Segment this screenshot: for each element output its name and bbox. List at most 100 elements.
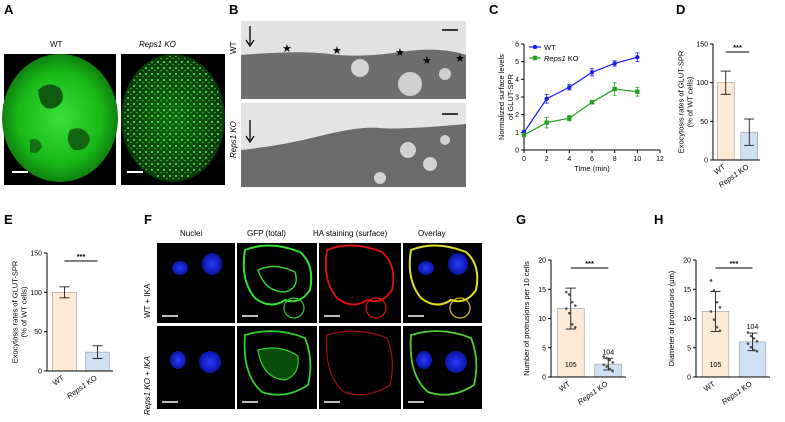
panel-b-star: ★ <box>422 55 432 67</box>
chart-c-point <box>612 61 617 66</box>
panel-f-col-gfp: GFP (total) <box>247 229 286 238</box>
chart-c-point <box>521 132 527 138</box>
chart-h-data-point <box>746 342 750 345</box>
panel-a-wt-dark-patch <box>30 138 42 154</box>
chart-g-data-point <box>570 323 574 326</box>
chart-g-data-point <box>573 304 577 307</box>
chart-c-x-tick-label: 12 <box>656 156 664 163</box>
chart-h-category-label: WT <box>702 379 717 393</box>
panel-letter-a: A <box>4 2 14 17</box>
chart-h-category-label: Reps1 KO <box>720 379 754 406</box>
chart-c-point <box>567 85 572 90</box>
chart-g-data-point <box>611 361 615 364</box>
panel-f-cell-outline <box>409 330 478 396</box>
panel-letter-d: D <box>676 2 686 17</box>
panel-b-ko-vesicle <box>423 157 437 171</box>
chart-g-data-point <box>570 300 574 304</box>
chart-g-data-point <box>611 369 615 373</box>
chart-d-y-tick-label: 100 <box>696 80 708 87</box>
chart-g-data-point <box>573 325 577 329</box>
chart-e-y-label: (% of WT cells) <box>20 286 29 337</box>
chart-h-data-point <box>752 337 756 340</box>
panel-f-cell-outline <box>243 330 312 396</box>
chart-h-y-tick-label: 20 <box>683 258 691 265</box>
chart-c-legend-marker <box>532 44 538 50</box>
panel-b-wt-vesicle <box>439 68 451 80</box>
chart-e-y-tick-label: 50 <box>34 329 42 336</box>
chart-c-y-tick-label: 4 <box>515 77 519 84</box>
chart-g-data-point <box>602 363 606 367</box>
chart-g-data-point <box>608 367 612 371</box>
panel-f-nucleus <box>448 253 468 275</box>
panel-b-ko-vesicle <box>440 135 450 145</box>
chart-h-data-point <box>718 306 722 309</box>
chart-h-data-point <box>746 331 750 334</box>
chart-g-y-tick-label: 20 <box>538 258 546 265</box>
chart-e-significance-label: *** <box>77 252 86 261</box>
panel-f-nucleus <box>170 351 186 369</box>
chart-h-significance-label: *** <box>730 259 739 268</box>
panel-f-col-nuclei: Nuclei <box>180 229 203 238</box>
chart-c-x-tick-label: 2 <box>545 156 549 163</box>
chart-c-y-label: Normalized surface levels <box>497 54 506 140</box>
chart-d-y-tick-label: 50 <box>700 119 708 126</box>
chart-c-point <box>612 86 617 92</box>
panel-f-nucleus <box>416 351 432 369</box>
chart-c-x-tick-label: 0 <box>522 156 526 163</box>
chart-g-data-point <box>605 356 609 360</box>
chart-d-significance-label: *** <box>733 43 742 52</box>
chart-h-y-tick-label: 0 <box>687 375 691 382</box>
chart-g-y-tick-label: 10 <box>538 316 546 323</box>
chart-c-x-tick-label: 6 <box>590 156 594 163</box>
panel-a-wt-dark-patch <box>38 84 63 109</box>
chart-d-y-tick-label: 0 <box>704 158 708 165</box>
panel-b-ko-arrow-head <box>245 135 255 144</box>
panel-b-ko-vesicle <box>400 142 416 158</box>
chart-e-category-label: Reps1 KO <box>65 373 99 400</box>
chart-h-data-point <box>749 345 753 349</box>
panel-b-star: ★ <box>282 43 292 55</box>
chart-g-significance-label: *** <box>585 259 594 268</box>
panel-letter-c: C <box>489 2 499 17</box>
chart-c-point <box>635 55 640 60</box>
chart-c-point <box>544 96 549 101</box>
chart-g-n-label: 104 <box>602 349 614 356</box>
chart-g-category-label: Reps1 KO <box>576 379 610 406</box>
panel-b-ko-vesicle <box>374 172 386 184</box>
chart-h-data-point <box>718 329 722 333</box>
chart-g-data-point <box>608 358 612 362</box>
chart-h-y-label: Diameter of protrusions (μm) <box>667 270 676 366</box>
panel-b-star: ★ <box>395 47 405 59</box>
panel-a-wt-dark-patch <box>67 128 90 151</box>
chart-g-data-point <box>567 311 571 315</box>
panel-f-cell-outline <box>257 347 299 381</box>
chart-h-data-point <box>709 279 713 282</box>
panel-f-cell-outline <box>257 265 297 293</box>
chart-c-legend-label: Reps1 KO <box>544 54 579 63</box>
panel-f-cell-outline <box>408 244 479 306</box>
panel-f-col-overlay: Overlay <box>418 229 446 238</box>
chart-h-data-point <box>709 310 713 313</box>
chart-d-y-label: Exocytosis rates of GLUT-SPR <box>677 50 686 153</box>
panel-letter-f: F <box>144 212 152 227</box>
panel-f-cell-outline <box>324 244 395 306</box>
chart-c-y-tick-label: 1 <box>515 130 519 137</box>
chart-d-category-label: WT <box>712 162 727 176</box>
chart-g-data-point <box>564 290 568 294</box>
panel-f-wt-nuclei <box>157 243 235 323</box>
chart-c-y-tick-label: 5 <box>515 59 519 66</box>
chart-h-n-label: 104 <box>747 324 759 331</box>
chart-c-point <box>635 89 640 94</box>
chart-c-series-line <box>523 88 638 136</box>
chart-c-x-tick-label: 4 <box>567 156 571 163</box>
panel-letter-b: B <box>229 2 239 17</box>
chart-d-y-tick-label: 150 <box>696 42 708 49</box>
chart-e-y-tick-label: 0 <box>38 369 42 376</box>
panel-f-ko-nuclei <box>157 326 235 409</box>
chart-c-point <box>567 116 572 121</box>
panel-a-label-wt: WT <box>50 40 63 49</box>
chart-d-y-label: (% of WT cells) <box>686 76 695 127</box>
panel-a-label-ko: Reps1 KO <box>139 40 176 49</box>
